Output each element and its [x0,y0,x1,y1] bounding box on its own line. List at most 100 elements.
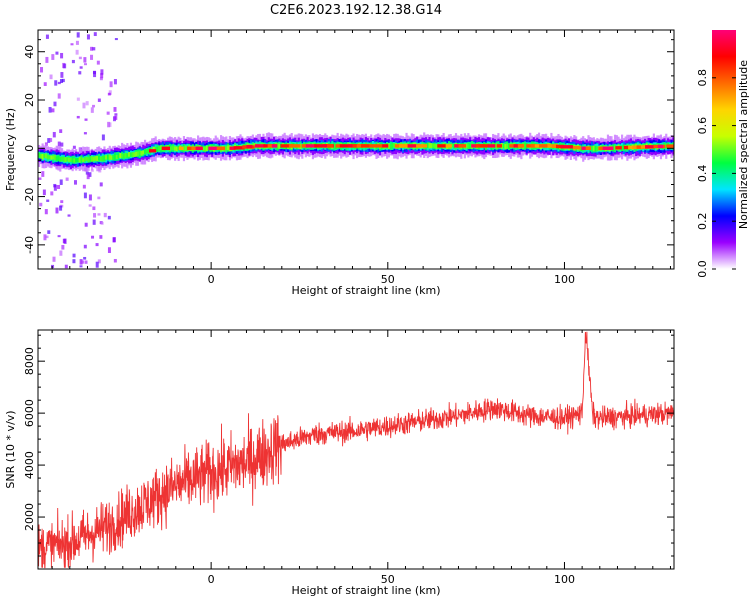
ridge-peak-cell [339,144,352,148]
ridge-peak-cell [560,145,573,149]
noise-cell [75,49,79,55]
noise-cell [47,138,51,143]
ridge-cell [451,143,454,148]
noise-cell [51,54,55,60]
noise-cell [88,172,92,177]
noise-cell [97,196,101,200]
noise-cell [39,202,43,207]
ridge-peak-cell [615,146,622,150]
noise-cell [57,141,61,147]
noise-cell [38,177,42,180]
x-tick-label: 0 [208,573,215,586]
noise-cell [90,54,94,60]
ridge-peak-cell [623,145,630,150]
noise-cell [46,199,50,202]
ridge-cell [92,156,95,162]
ridge-peak-cell [187,146,194,150]
noise-cell [108,90,112,95]
noise-cell [60,200,64,204]
noise-cell [83,63,87,66]
noise-cell [88,194,92,201]
noise-cell [61,78,65,83]
ridge-cell [55,156,58,161]
noise-cell [76,97,80,101]
noise-cell [72,145,76,149]
ridge-cell [469,143,472,150]
ridge-cell [80,156,83,162]
noise-cell [82,184,86,189]
ridge-cell [87,157,90,163]
noise-cell [84,260,88,264]
ridge-cell [85,156,88,161]
noise-cell [60,72,64,78]
ridge-cell [83,157,87,162]
ridge-cell [175,146,178,152]
noise-cell [114,115,118,120]
noise-cell [99,235,103,239]
ridge-cell [106,154,110,160]
noise-cell [57,81,61,85]
noise-cell [55,207,59,214]
noise-cell [92,206,96,211]
spectrogram-panel: 0 50 100 -40 -20 0 20 40 Height of straight line… [4,29,675,297]
ridge-peak-cell [314,144,321,148]
ridge-peak-cell [517,144,525,148]
noise-cell [63,63,67,69]
ridge-cell [333,143,336,148]
colorbar-tick-label: 0.8 [696,69,709,87]
noise-cell [92,104,96,108]
ridge-peak-cell [246,144,253,149]
ridge-cell [110,155,113,160]
ridge-cell [131,152,134,158]
ridge-cell [45,153,48,159]
noise-cell [70,43,74,46]
noise-cell [113,79,117,85]
ridge-peak-cell [229,146,236,150]
noise-cell [53,184,57,191]
ridge-cell [62,157,65,162]
ridge-cell [506,143,509,149]
ridge-cell [227,145,230,151]
ridge-cell [46,155,49,160]
noise-cell [44,209,48,215]
noise-cell [85,101,89,106]
ridge-peak-cell [335,144,342,148]
noise-cell [90,107,94,113]
ridge-cell [136,151,140,156]
ridge-cell [124,152,127,158]
noise-cell [88,204,92,207]
noise-cell [83,244,87,249]
ridge-cell [204,146,207,152]
noise-cell [54,80,58,86]
x-axis-label: Height of straight line (km) [291,284,440,297]
ridge-cell [71,157,74,163]
ridge-cell [140,150,143,156]
noise-cell [107,92,111,96]
ridge-cell [592,145,595,152]
noise-cell [85,171,89,175]
ridge-peak-cell [148,149,157,153]
ridge-peak-cell [280,144,294,148]
ridge-cell [76,157,80,163]
noise-cell [78,71,82,75]
ridge-cell [433,143,436,148]
heatmap-frame [37,29,675,270]
noise-cell [53,101,57,107]
ridge-peak-cell [657,144,664,149]
y-tick-label: 4000 [23,451,36,479]
noise-cell [81,260,85,264]
noise-cell [59,79,63,84]
noise-cell [90,46,94,51]
noise-cell [82,102,86,109]
noise-cell [96,60,100,65]
ridge-peak-cell [360,144,370,148]
noise-cell [83,57,87,63]
ridge-cell [112,154,115,161]
ridge-peak-cell [416,144,428,148]
ridge-cell [59,157,62,162]
snr-series [38,331,674,569]
x-tick-label: 100 [554,573,575,586]
ridge-peak-cell [555,144,564,149]
x-tick-label: 50 [381,273,395,286]
ridge-cell [128,151,131,157]
